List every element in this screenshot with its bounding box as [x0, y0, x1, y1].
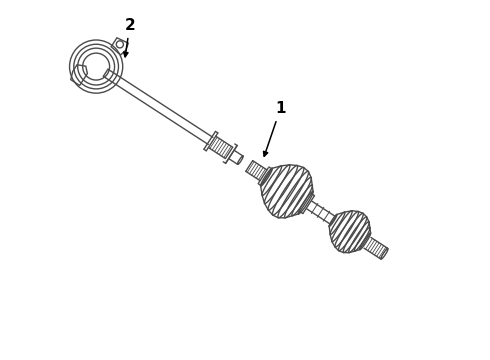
Ellipse shape [381, 248, 388, 259]
Text: 2: 2 [123, 18, 135, 57]
Polygon shape [71, 65, 87, 85]
Ellipse shape [238, 156, 243, 165]
Text: 1: 1 [264, 101, 286, 156]
Circle shape [116, 41, 123, 48]
Polygon shape [111, 38, 128, 55]
